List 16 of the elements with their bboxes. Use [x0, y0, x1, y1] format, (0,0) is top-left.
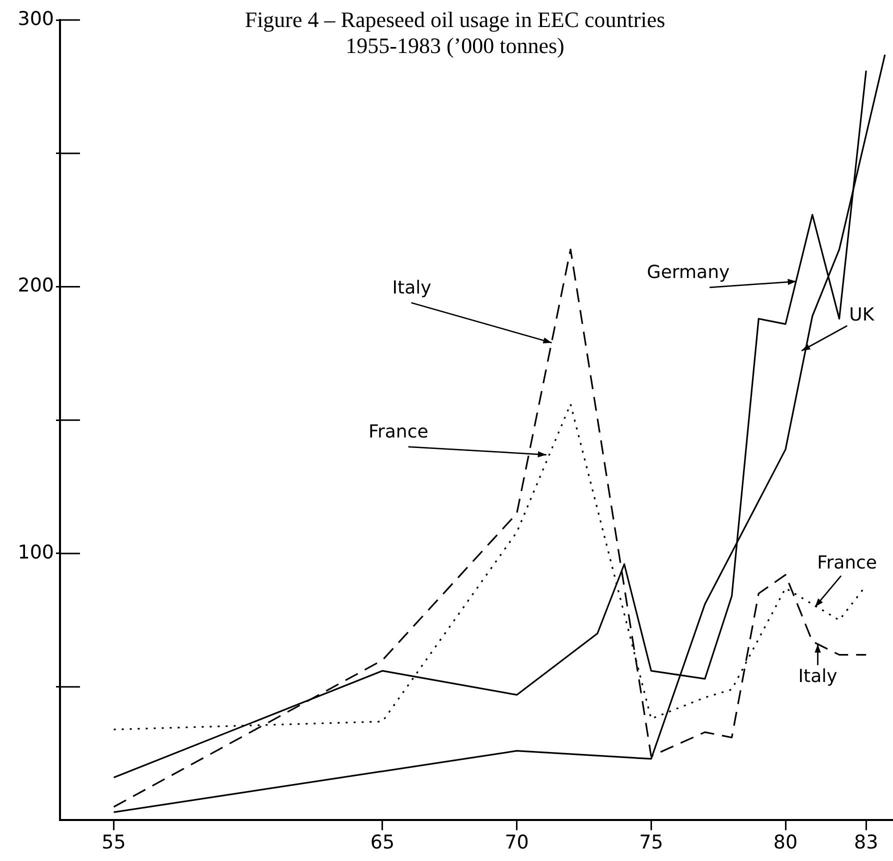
annotation: France: [817, 552, 878, 574]
x-tick-label: 65: [370, 832, 395, 854]
annotation: UK: [849, 304, 876, 326]
annotation: France: [368, 421, 428, 442]
y-tick-label: 300: [18, 8, 54, 30]
annotation: Italy: [392, 277, 432, 298]
annotation: Italy: [798, 666, 838, 687]
x-tick-label: 55: [102, 832, 126, 854]
y-tick-label: 200: [18, 274, 54, 297]
x-tick-label: 75: [639, 832, 664, 854]
annotation: Germany: [646, 262, 730, 284]
chart-title: Figure 4 – Rapeseed oil usage in EEC countries 1955-1983 (’000 tonnes): [244, 6, 666, 58]
x-tick-label: 83: [854, 832, 878, 854]
y-tick-label: 100: [18, 541, 54, 564]
x-tick-label: 80: [773, 832, 798, 854]
x-tick-label: 70: [504, 832, 529, 854]
